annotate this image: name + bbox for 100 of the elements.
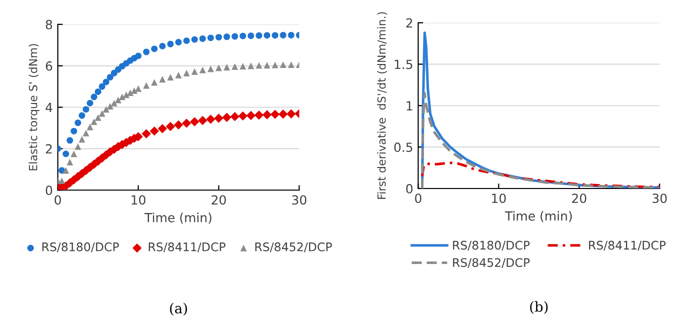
point (74, 143, 82, 150)
point (122, 92, 130, 98)
point (264, 62, 270, 68)
x-tick-label: 20 (572, 194, 586, 204)
point (191, 68, 198, 75)
point (280, 62, 286, 68)
point (288, 32, 294, 38)
point (270, 110, 280, 119)
y-axis-title: Elastic torque S' (dNm) (28, 44, 40, 170)
point (183, 70, 190, 76)
point (240, 32, 246, 40)
point (272, 62, 278, 68)
point (102, 106, 110, 113)
point (248, 62, 254, 70)
point (207, 66, 214, 72)
point (183, 37, 190, 44)
point (150, 126, 159, 136)
point (70, 128, 78, 134)
point (191, 36, 198, 43)
point (106, 74, 114, 80)
point (167, 40, 174, 48)
point (174, 120, 184, 130)
point (58, 178, 66, 184)
point (142, 129, 151, 138)
point (240, 62, 246, 70)
point (143, 82, 150, 89)
point (166, 122, 176, 132)
point (262, 110, 272, 120)
y-tick-label: 1.5 (394, 60, 412, 70)
x-tick-label: 10 (492, 194, 506, 204)
y-tick-label: 0 (406, 184, 413, 194)
point (224, 64, 230, 71)
point (246, 110, 256, 120)
point (280, 32, 286, 38)
x-axis-title: Time (min) (144, 212, 212, 224)
point (190, 117, 200, 126)
legend-label: RS/8411/DCP (589, 240, 666, 251)
point (74, 120, 82, 126)
point (288, 62, 294, 68)
point (256, 32, 262, 39)
point (62, 150, 70, 158)
point (167, 74, 174, 80)
x-tick-label: 30 (652, 194, 667, 204)
y-tick-label: 6 (46, 61, 52, 71)
point (206, 114, 216, 124)
text: (b) (530, 301, 548, 314)
point (86, 124, 94, 130)
y-tick-label: 0 (46, 186, 52, 196)
point (238, 111, 248, 121)
point (114, 96, 122, 104)
point (199, 66, 206, 74)
legend-label: RS/8411/DCP (148, 242, 226, 252)
legend-label: RS/8180/DCP (453, 240, 530, 251)
point (222, 112, 232, 122)
point (232, 33, 238, 40)
point (90, 94, 98, 100)
x-tick-label: 30 (292, 195, 306, 205)
point (278, 109, 288, 119)
point (78, 136, 86, 143)
legend-label: RS/8180/DCP (42, 242, 119, 252)
point (110, 100, 118, 106)
point (62, 167, 70, 174)
y-tick-label: 4 (46, 102, 52, 112)
point (230, 112, 240, 122)
point (214, 114, 224, 123)
point (135, 85, 142, 92)
legend-label: RS/8452/DCP (453, 258, 530, 268)
x-tick-label: 10 (132, 195, 146, 205)
line-series (420, 92, 660, 188)
point (224, 34, 230, 40)
point (199, 35, 206, 42)
point (98, 83, 106, 90)
point (151, 79, 158, 86)
point (175, 38, 182, 46)
y-tick-label: 2 (406, 18, 412, 28)
y-tick-label: 0.5 (394, 142, 412, 152)
point (286, 109, 296, 118)
point (272, 32, 278, 39)
y-tick-label: 1 (406, 101, 412, 110)
point (66, 158, 74, 166)
point (126, 89, 134, 96)
point (143, 48, 150, 56)
x-tick-label: 0 (54, 195, 61, 205)
point (130, 87, 138, 94)
point (159, 76, 166, 83)
line-series (420, 162, 660, 188)
point (106, 102, 114, 110)
point (66, 137, 74, 144)
point (151, 46, 158, 52)
point (82, 106, 90, 113)
point (86, 100, 94, 106)
point (78, 112, 86, 119)
point (256, 62, 262, 69)
point (94, 88, 102, 95)
text: (a) (170, 302, 187, 316)
point (70, 150, 78, 158)
point (254, 110, 264, 120)
point (175, 72, 182, 78)
point (102, 78, 110, 86)
point (232, 63, 238, 70)
